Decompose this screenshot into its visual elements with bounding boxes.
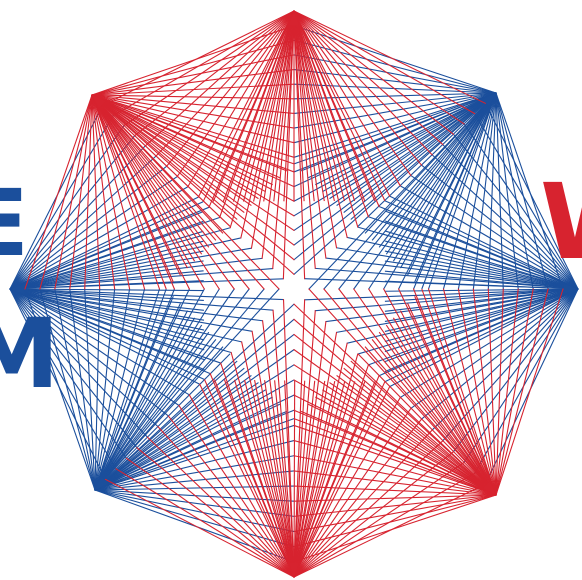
star-tips — [10, 11, 578, 577]
petal-bottom-right-envelope — [293, 288, 497, 496]
tip-right — [564, 284, 578, 294]
partial-letter-right: W — [540, 170, 582, 274]
red-petals — [24, 10, 564, 578]
petal-bottom-envelope — [203, 379, 386, 578]
tip-top — [289, 11, 299, 25]
petal-bottom-left-side-lines — [293, 299, 486, 578]
tip-top-left — [92, 95, 106, 109]
petal-left-left-side-lines — [9, 288, 285, 480]
tip-top-right — [482, 93, 496, 107]
partial-letter-left-bottom: M — [0, 298, 60, 410]
tip-left — [10, 284, 24, 294]
tip-bottom-right — [482, 481, 496, 495]
tip-bottom-left — [95, 476, 109, 490]
petal-top-left-left-side-lines — [24, 94, 280, 290]
petal-top-left-envelope — [91, 94, 295, 290]
petal-bottom-right-left-side-lines — [308, 288, 564, 496]
partial-letter-left-top: E — [0, 178, 29, 270]
tip-bottom — [289, 563, 299, 577]
petal-bottom-left-envelope — [94, 288, 295, 491]
petal-bottom-right-side-lines — [104, 299, 295, 578]
petal-top-envelope — [202, 10, 386, 202]
petal-top-right-side-lines — [293, 10, 486, 280]
